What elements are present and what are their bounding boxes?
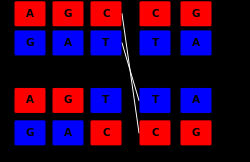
Text: A: A xyxy=(192,95,200,105)
Text: G: G xyxy=(192,128,200,138)
Text: C: C xyxy=(102,9,110,19)
Text: G: G xyxy=(26,128,34,138)
Text: A: A xyxy=(192,38,200,48)
Text: G: G xyxy=(64,9,72,19)
FancyBboxPatch shape xyxy=(90,120,122,145)
Text: A: A xyxy=(26,95,34,105)
FancyBboxPatch shape xyxy=(14,1,46,26)
FancyBboxPatch shape xyxy=(180,88,212,113)
FancyBboxPatch shape xyxy=(140,30,170,55)
FancyBboxPatch shape xyxy=(14,120,46,145)
Text: A: A xyxy=(64,128,72,138)
Text: T: T xyxy=(102,38,110,48)
Text: A: A xyxy=(64,38,72,48)
FancyBboxPatch shape xyxy=(180,30,212,55)
FancyBboxPatch shape xyxy=(180,1,212,26)
Text: A: A xyxy=(26,9,34,19)
FancyBboxPatch shape xyxy=(90,30,122,55)
FancyBboxPatch shape xyxy=(90,1,122,26)
Text: C: C xyxy=(151,9,159,19)
Text: G: G xyxy=(192,9,200,19)
Text: C: C xyxy=(151,128,159,138)
Text: T: T xyxy=(152,95,159,105)
FancyBboxPatch shape xyxy=(52,1,84,26)
FancyBboxPatch shape xyxy=(180,120,212,145)
Text: G: G xyxy=(26,38,34,48)
FancyBboxPatch shape xyxy=(14,30,46,55)
FancyBboxPatch shape xyxy=(52,30,84,55)
Text: T: T xyxy=(102,95,110,105)
Text: G: G xyxy=(64,95,72,105)
Text: C: C xyxy=(102,128,110,138)
FancyBboxPatch shape xyxy=(140,1,170,26)
FancyBboxPatch shape xyxy=(140,88,170,113)
FancyBboxPatch shape xyxy=(52,88,84,113)
FancyBboxPatch shape xyxy=(52,120,84,145)
Text: T: T xyxy=(152,38,159,48)
FancyBboxPatch shape xyxy=(14,88,46,113)
FancyBboxPatch shape xyxy=(140,120,170,145)
FancyBboxPatch shape xyxy=(90,88,122,113)
